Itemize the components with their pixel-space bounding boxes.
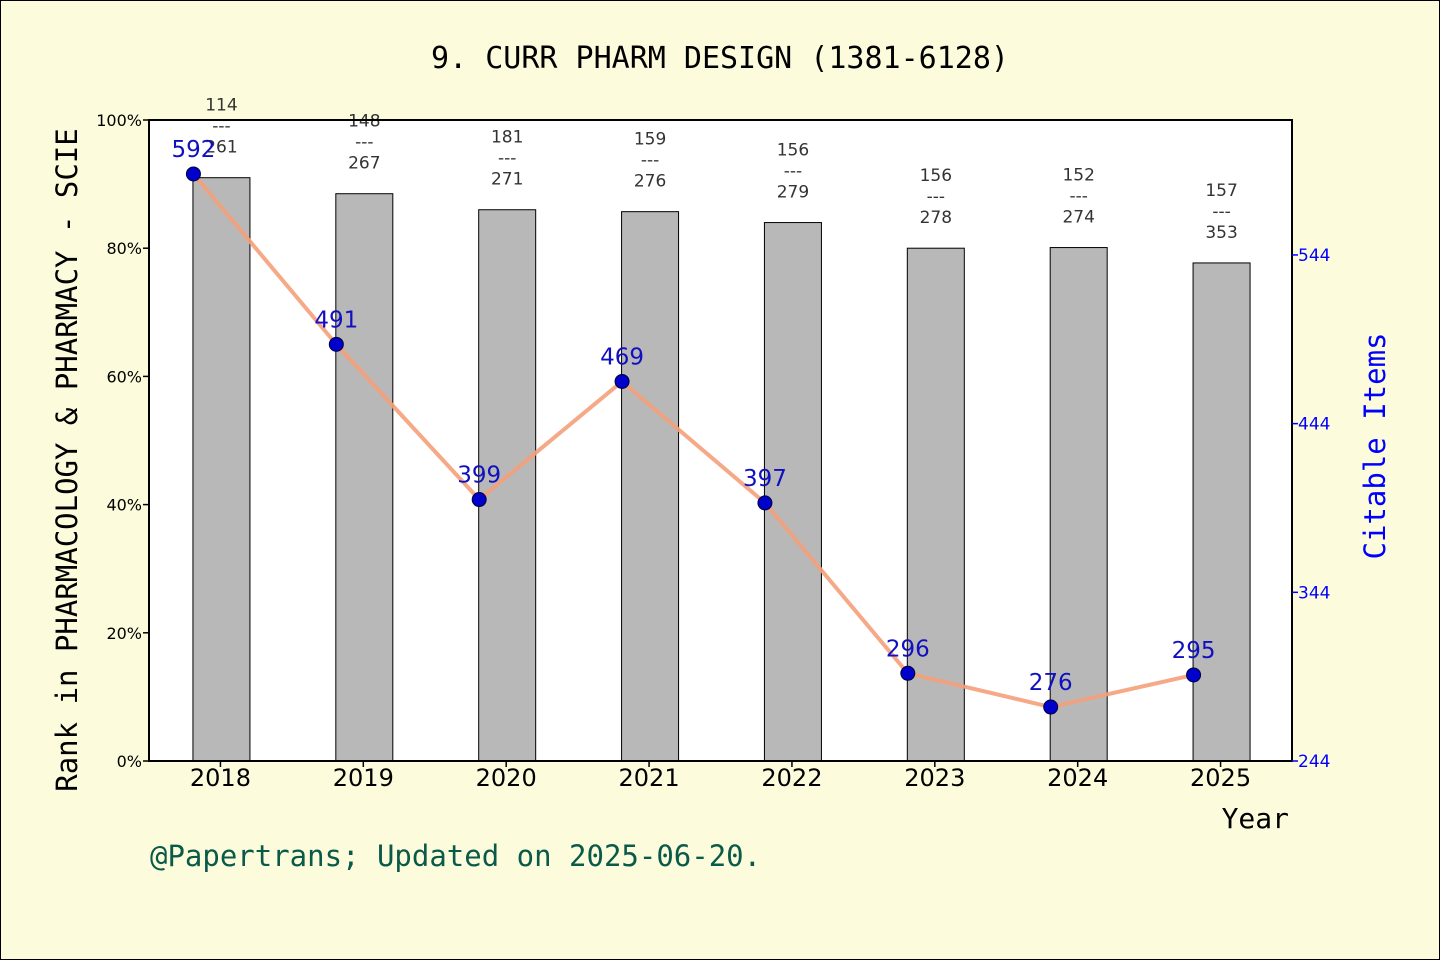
plot-area — [149, 120, 1292, 761]
bar-2022 — [763, 222, 822, 762]
y-tick-label: 60% — [106, 367, 142, 386]
rank-label-sep-2025: --- — [1212, 202, 1230, 222]
rank-label-sep-2020: --- — [498, 149, 516, 169]
citable-label-2025: 295 — [1172, 638, 1216, 664]
rank-label-bottom-2018: 261 — [205, 138, 237, 158]
rank-label-top-2025: 157 — [1205, 181, 1237, 201]
y-tick-label: 20% — [106, 624, 142, 643]
y2-axis-label: Citable Items — [1358, 333, 1392, 560]
rank-label-sep-2021: --- — [641, 151, 659, 171]
rank-label-sep-2019: --- — [355, 133, 373, 153]
footer-note: @Papertrans; Updated on 2025-06-20. — [150, 839, 761, 873]
y2-tick-label: 444 — [1298, 415, 1330, 435]
bar-2021 — [621, 211, 680, 762]
rank-label-bottom-2019: 267 — [348, 154, 380, 174]
rank-label-sep-2022: --- — [784, 162, 802, 182]
y-tick-label: 0% — [117, 752, 142, 771]
x-tick-label-2022: 2022 — [761, 764, 822, 792]
y-tick-label: 40% — [106, 496, 142, 515]
citable-point-2020 — [471, 492, 487, 508]
x-tick-label-2021: 2021 — [619, 764, 680, 792]
rank-label-bottom-2021: 276 — [634, 172, 666, 192]
citable-point-2024 — [1043, 699, 1059, 715]
y2-axis-ticks: 244 344 444 544 — [1292, 246, 1330, 772]
citable-point-2022 — [757, 495, 773, 511]
x-tick-label-2025: 2025 — [1190, 764, 1251, 792]
rank-label-top-2018: 114 — [205, 96, 237, 116]
bars-group — [192, 177, 1251, 762]
y2-tick-label: 544 — [1298, 246, 1330, 266]
bar-2018 — [192, 177, 251, 762]
rank-label-bottom-2020: 271 — [491, 170, 523, 190]
chart-title: 9. CURR PHARM DESIGN (1381-6128) — [431, 41, 1009, 76]
citable-point-2023 — [900, 665, 916, 681]
rank-label-top-2022: 156 — [777, 141, 809, 161]
rank-label-sep-2023: --- — [927, 187, 945, 207]
bar-2024 — [1049, 247, 1108, 762]
x-tick-label-2018: 2018 — [190, 764, 251, 792]
citable-label-2018: 592 — [171, 137, 215, 163]
citable-point-2018 — [185, 166, 201, 182]
y-tick-label: 100% — [96, 111, 142, 130]
rank-label-bottom-2025: 353 — [1205, 223, 1237, 243]
x-axis-label: Year — [1222, 802, 1289, 835]
y2-tick-label: 344 — [1298, 583, 1330, 603]
bar-2019 — [335, 193, 394, 762]
bar-2020 — [478, 209, 537, 762]
rank-labels-group: 114---261148---267181---271159---276156-… — [205, 96, 1238, 243]
line-group: 592 491 399 469 397 296 276 295 — [171, 137, 1216, 715]
rank-label-sep-2018: --- — [212, 117, 230, 137]
citable-point-2019 — [328, 336, 344, 352]
citable-point-2021 — [614, 373, 630, 389]
x-tick-label-2023: 2023 — [904, 764, 965, 792]
x-axis-ticks: 2018 2019 2020 2021 2022 2023 2024 2025 — [190, 761, 1251, 792]
citable-label-2024: 276 — [1029, 670, 1073, 696]
citable-label-2022: 397 — [743, 466, 787, 492]
citable-label-2023: 296 — [886, 636, 930, 662]
plot-border — [148, 119, 1293, 762]
rank-label-bottom-2023: 278 — [920, 208, 952, 228]
citable-label-2019: 491 — [314, 307, 358, 333]
rank-label-bottom-2022: 279 — [777, 183, 809, 203]
x-tick-label-2024: 2024 — [1047, 764, 1108, 792]
citable-label-2020: 399 — [457, 463, 501, 489]
citable-items-line — [191, 172, 1195, 710]
bar-2025 — [1192, 262, 1251, 762]
citable-point-2025 — [1186, 667, 1202, 683]
x-tick-label-2020: 2020 — [476, 764, 537, 792]
y-tick-label: 80% — [106, 239, 142, 258]
rank-label-bottom-2024: 274 — [1062, 208, 1094, 228]
y-axis-ticks: 0% 20% 40% 60% 80% 100% — [96, 111, 149, 771]
y2-tick-label: 244 — [1298, 752, 1330, 772]
y-axis-label: Rank in PHARMACOLOGY & PHARMACY - SCIE — [50, 128, 84, 791]
citable-label-2021: 469 — [600, 344, 644, 370]
x-tick-label-2019: 2019 — [333, 764, 394, 792]
rank-label-top-2023: 156 — [920, 166, 952, 186]
rank-label-top-2021: 159 — [634, 130, 666, 150]
rank-label-sep-2024: --- — [1069, 187, 1087, 207]
rank-label-top-2024: 152 — [1062, 166, 1094, 186]
rank-label-top-2020: 181 — [491, 128, 523, 148]
rank-label-top-2019: 148 — [348, 112, 380, 132]
